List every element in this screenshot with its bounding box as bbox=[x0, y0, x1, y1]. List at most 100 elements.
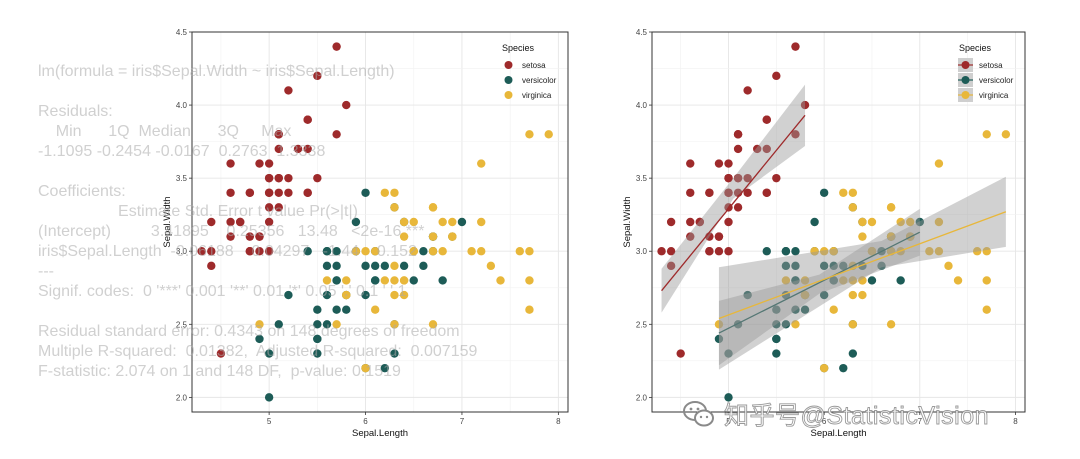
data-point bbox=[781, 261, 791, 271]
data-point bbox=[236, 217, 245, 227]
data-point bbox=[361, 247, 370, 256]
data-point bbox=[953, 276, 963, 285]
data-point bbox=[477, 247, 486, 256]
legend-label-virginica: virginica bbox=[522, 91, 552, 100]
data-point bbox=[829, 276, 838, 285]
data-point bbox=[695, 217, 705, 227]
data-point bbox=[934, 217, 944, 227]
data-point bbox=[858, 276, 867, 285]
data-point bbox=[800, 276, 810, 285]
confidence-band-setosa bbox=[661, 84, 806, 313]
data-point bbox=[284, 290, 293, 300]
data-point bbox=[322, 290, 332, 300]
data-point bbox=[982, 305, 991, 314]
legend-label-setosa: setosa bbox=[522, 61, 546, 70]
data-point bbox=[351, 247, 361, 256]
data-point bbox=[733, 203, 743, 212]
data-point bbox=[216, 349, 226, 358]
data-point bbox=[666, 247, 676, 256]
data-point bbox=[819, 290, 829, 300]
data-point bbox=[303, 188, 312, 197]
data-point bbox=[477, 217, 486, 227]
data-point bbox=[264, 349, 274, 358]
data-point bbox=[714, 232, 724, 241]
y-tick-label: 4.5 bbox=[176, 28, 188, 37]
data-point bbox=[867, 247, 877, 256]
y-tick-label: 2.0 bbox=[636, 393, 648, 402]
data-point bbox=[772, 173, 781, 183]
data-point bbox=[313, 173, 322, 183]
regression-line-virginica bbox=[718, 211, 1007, 320]
data-point bbox=[409, 247, 418, 256]
data-point bbox=[686, 232, 695, 241]
data-point bbox=[762, 144, 771, 154]
data-point bbox=[390, 320, 399, 329]
data-point bbox=[226, 217, 235, 227]
data-point bbox=[724, 159, 733, 168]
data-point bbox=[361, 363, 370, 373]
data-point bbox=[380, 261, 390, 271]
data-point bbox=[207, 217, 216, 227]
data-point bbox=[380, 276, 390, 285]
data-point bbox=[829, 261, 838, 271]
data-point bbox=[848, 320, 858, 329]
x-tick-label: 8 bbox=[1013, 417, 1018, 426]
data-point bbox=[733, 173, 743, 183]
data-point bbox=[342, 305, 351, 314]
data-point bbox=[762, 247, 771, 256]
data-point bbox=[428, 320, 438, 329]
data-point bbox=[399, 290, 409, 300]
data-point bbox=[724, 188, 733, 197]
data-point bbox=[781, 276, 791, 285]
data-point bbox=[390, 261, 399, 271]
data-point bbox=[525, 247, 534, 256]
data-point bbox=[915, 217, 924, 227]
data-point bbox=[686, 188, 695, 197]
data-point bbox=[380, 188, 390, 197]
legend-label-virginica: virginica bbox=[979, 91, 1009, 100]
data-point bbox=[274, 320, 283, 329]
data-point bbox=[226, 159, 235, 168]
series-virginica bbox=[255, 130, 553, 373]
legend-key-versicolor bbox=[504, 76, 513, 84]
data-point bbox=[819, 247, 829, 256]
y-tick-label: 4.5 bbox=[636, 28, 648, 37]
data-point bbox=[772, 320, 781, 329]
data-point bbox=[438, 217, 447, 227]
data-point bbox=[839, 363, 848, 373]
legend-label-setosa: setosa bbox=[979, 61, 1003, 70]
data-point bbox=[255, 159, 264, 168]
data-point bbox=[245, 188, 255, 197]
data-point bbox=[858, 232, 867, 241]
y-axis-label: Sepal.Width bbox=[622, 196, 633, 247]
regression-line-setosa bbox=[661, 114, 806, 292]
data-point bbox=[772, 334, 781, 344]
confidence-band-versicolor bbox=[718, 208, 920, 366]
legend-label-versicolor: versicolor bbox=[979, 76, 1014, 85]
data-point bbox=[877, 261, 886, 271]
data-point bbox=[207, 247, 216, 256]
data-point bbox=[322, 276, 332, 285]
data-point bbox=[791, 261, 800, 271]
data-point bbox=[264, 159, 274, 168]
y-tick-label: 4.0 bbox=[636, 101, 648, 110]
data-point bbox=[753, 144, 762, 154]
data-point bbox=[255, 247, 264, 256]
data-point bbox=[370, 247, 380, 256]
data-point bbox=[264, 173, 274, 183]
data-point bbox=[743, 173, 752, 183]
y-tick-label: 2.0 bbox=[176, 393, 188, 402]
data-point bbox=[313, 305, 322, 314]
data-point bbox=[666, 217, 676, 227]
y-tick-label: 4.0 bbox=[176, 101, 188, 110]
data-point bbox=[982, 247, 991, 256]
data-point bbox=[743, 86, 752, 95]
data-point bbox=[666, 261, 676, 271]
data-point bbox=[762, 188, 771, 197]
x-tick-label: 5 bbox=[726, 417, 731, 426]
data-point bbox=[800, 290, 810, 300]
data-point bbox=[486, 261, 496, 271]
legend: Species setosa versicolor virginica bbox=[958, 43, 1014, 102]
data-point bbox=[390, 349, 399, 358]
